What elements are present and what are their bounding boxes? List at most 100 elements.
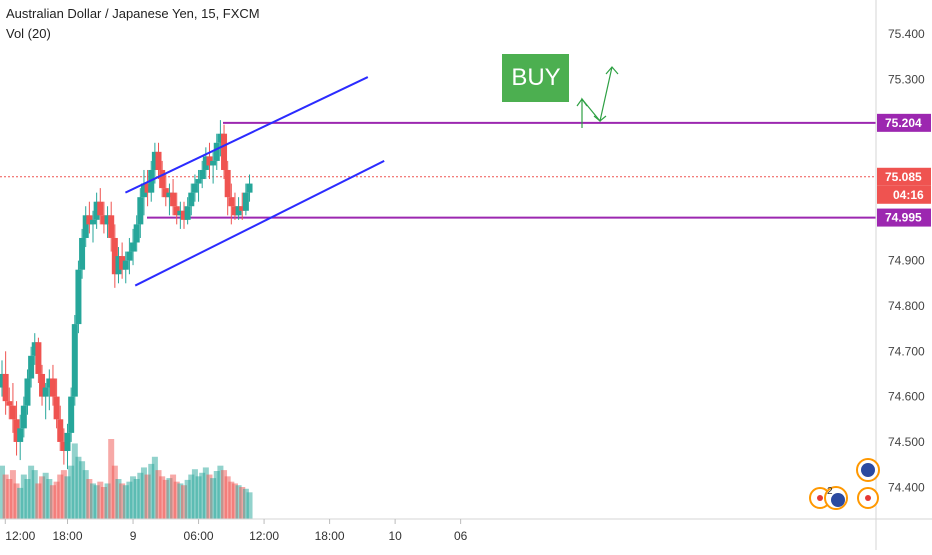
candle-body [93,201,100,220]
volume-bar [188,474,195,519]
time-tick-label: 06 [454,529,468,543]
volume-bar [46,479,53,519]
candle-body [206,156,213,166]
volume-bar [64,476,71,519]
candle-body [64,432,71,452]
candle-body [60,441,67,452]
candle-body [75,269,82,325]
volume-bar [6,479,13,519]
candle-body [191,183,198,193]
volume-bar [224,476,231,519]
candle-body [210,160,217,166]
volume-bar [79,461,86,519]
candle-body [108,215,115,238]
volume-bar [93,485,100,519]
candle-body [184,206,191,220]
candle-body [228,197,235,207]
countdown-tag: 04:16 [893,188,924,202]
candle-body [24,378,31,406]
price-tags: 75.204 74.995 75.085 04:16 [877,113,931,227]
candle-body [57,419,64,442]
current-price-tag: 75.085 [885,170,922,184]
price-tick-label: 74.600 [888,390,925,404]
volume-bar [20,474,27,519]
volume-bar [173,481,180,519]
candle-body [166,192,173,198]
candle-body [126,251,133,261]
volume-bar [122,485,129,519]
volume-bar [177,483,184,519]
volume-bar [31,470,38,519]
event-count-text: 2 [827,486,833,497]
volume-bar [28,465,35,519]
candle-body [155,151,162,170]
candle-body [82,215,89,238]
volume-bar [111,465,118,519]
symbol-title: Australian Dollar / Japanese Yen, 15, FX… [6,6,260,21]
candle-body [71,324,78,397]
candle-body [188,192,195,207]
volume-bar [115,479,122,519]
horizontal-levels[interactable] [147,121,876,219]
volume-bar [130,476,137,519]
volume-bar [199,472,206,519]
volume-bar [100,487,107,519]
volume-bar [68,465,75,519]
volume-bar [221,470,228,519]
buy-annotation-text: BUY [511,64,560,91]
candle-body [140,183,147,198]
trend-channel[interactable] [124,76,385,287]
volume-bar [217,465,224,519]
volume-bar [82,470,89,519]
price-tick-label: 75.300 [888,72,925,86]
candle-body [224,169,231,198]
volume-bar [231,483,238,519]
event-flags[interactable]: 2 [809,458,880,510]
candle-body [42,387,49,397]
time-tick-label: 06:00 [184,529,214,543]
volume-bar [108,439,115,519]
volume-bar [181,485,187,519]
volume-bar [9,470,16,519]
time-tick-label: 18:00 [53,529,83,543]
channel-lower-line[interactable] [134,160,385,287]
price-tick-label: 74.500 [888,435,925,449]
volume-bar [162,479,169,519]
volume-bar [184,479,191,519]
channel-upper-line[interactable] [124,76,369,194]
volume-bar [90,483,96,519]
price-axis-panel[interactable] [876,0,932,520]
volume-bar [86,479,93,519]
candle-body [13,419,20,442]
candle-body [195,179,202,184]
price-tick-label: 74.900 [888,254,925,268]
candle-body [111,237,118,275]
volume-bar [210,478,217,519]
volume-bar [242,488,249,519]
candle-body [173,206,180,216]
countdown-tag-box [877,185,931,204]
candle-body [86,215,93,225]
arrow-head-3 [605,66,619,75]
candle-body [46,378,53,388]
volume-bar [13,483,20,519]
volume-bar [39,476,46,519]
price-tick-label: 74.400 [888,480,925,494]
price-tick-label: 75.400 [888,27,925,41]
candle-body [151,151,158,170]
candle-body [119,256,126,270]
candle-body [35,342,42,374]
volume-bar [159,476,166,519]
volume-bar [35,483,42,519]
volume-bar [213,471,220,519]
buy-annotation-group[interactable]: BUY [502,54,619,128]
volume-bar [2,474,9,519]
candle-body [144,183,151,193]
volume-bar [133,479,140,519]
time-tick-label: 12:00 [249,529,279,543]
buy-annotation-box[interactable] [502,54,569,102]
volume-bar [24,479,31,519]
projection-arrow-path [581,66,613,128]
